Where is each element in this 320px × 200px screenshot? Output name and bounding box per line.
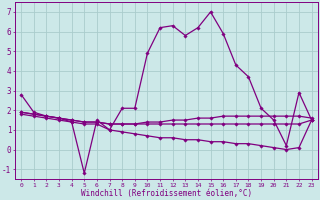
X-axis label: Windchill (Refroidissement éolien,°C): Windchill (Refroidissement éolien,°C) [81,189,252,198]
